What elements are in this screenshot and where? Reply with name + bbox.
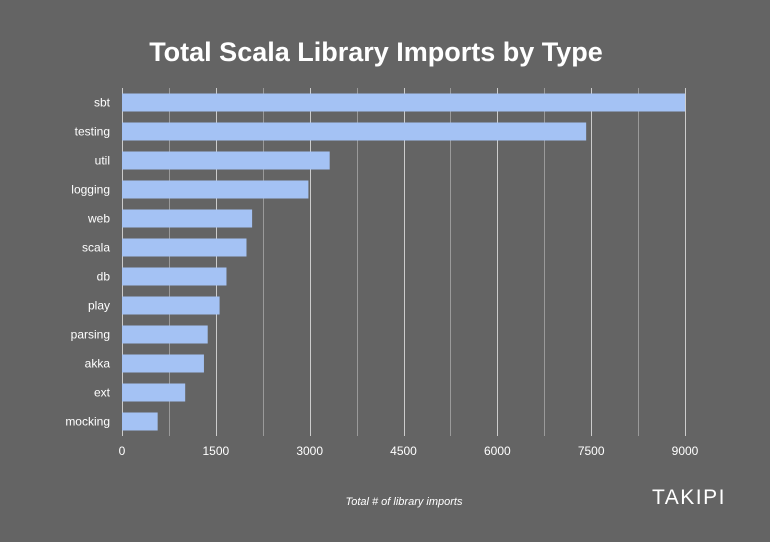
category-label-logging: logging — [71, 183, 110, 197]
category-label-testing: testing — [75, 125, 110, 139]
bar-db — [122, 267, 227, 286]
bar-akka — [122, 354, 204, 373]
category-label-akka: akka — [85, 357, 111, 371]
x-tick-label: 3000 — [296, 444, 323, 458]
bar-logging — [122, 180, 309, 199]
category-label-util: util — [95, 154, 110, 168]
category-label-mocking: mocking — [65, 415, 110, 429]
bar-util — [122, 151, 330, 170]
x-tick-label: 0 — [119, 444, 126, 458]
x-tick-label: 1500 — [202, 444, 229, 458]
bars-layer — [122, 93, 685, 431]
bar-testing — [122, 122, 587, 141]
bar-scala — [122, 238, 247, 257]
x-tick-label: 4500 — [390, 444, 417, 458]
category-label-db: db — [97, 270, 111, 284]
x-tick-label: 7500 — [578, 444, 605, 458]
takipi-logo: TAKIPI — [652, 486, 726, 509]
bar-play — [122, 296, 220, 315]
category-label-parsing: parsing — [71, 328, 110, 342]
category-label-play: play — [88, 299, 110, 313]
bar-mocking — [122, 412, 158, 431]
grid-layer — [122, 88, 686, 436]
x-tick-label: 9000 — [672, 444, 699, 458]
x-tick-labels: 0 1500 3000 4500 6000 7500 9000 — [119, 444, 699, 458]
category-label-scala: scala — [82, 241, 110, 255]
chart-title: Total Scala Library Imports by Type — [149, 37, 603, 67]
category-labels: sbt testing util logging web scala db play parsi… — [65, 96, 110, 429]
category-label-web: web — [87, 212, 110, 226]
bar-parsing — [122, 325, 208, 344]
category-label-ext: ext — [94, 386, 111, 400]
category-label-sbt: sbt — [94, 96, 111, 110]
x-axis-label: Total # of library imports — [346, 496, 463, 508]
bar-ext — [122, 383, 186, 402]
bar-sbt — [122, 93, 685, 112]
x-tick-label: 6000 — [484, 444, 511, 458]
bar-web — [122, 209, 253, 228]
